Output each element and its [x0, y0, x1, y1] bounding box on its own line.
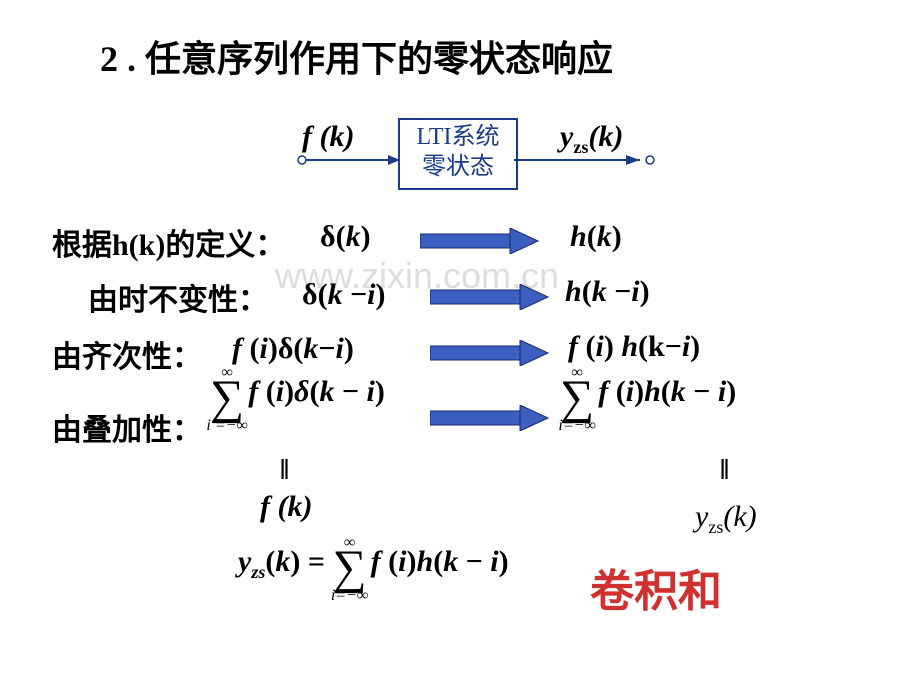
zs-sub: zs	[573, 137, 588, 157]
y-sym: y	[560, 120, 573, 153]
wire-in	[296, 148, 402, 172]
fk-bottom: f (k)	[260, 490, 312, 524]
row1-label: 根据h(k)的定义：	[52, 220, 285, 264]
row4-arrow	[430, 405, 550, 431]
row3-lhs: f (i)δ(k−i)	[232, 332, 354, 366]
output-signal: yzs(k)	[560, 120, 623, 158]
row2-rhs: h(k −i)	[565, 275, 650, 309]
eq-mark-right: ‖	[720, 455, 729, 487]
row3-arrow	[430, 340, 550, 366]
row4-label: 由叠加性：	[52, 405, 202, 449]
block-line2: 零状态	[400, 152, 516, 182]
row1-arrow	[420, 228, 540, 254]
final-eq: yzs(k) = ∞ ∑ i=−∞ f (i)h(k − i)	[238, 540, 509, 595]
title-text: 任意序列作用下的零状态响应	[145, 39, 613, 79]
convolution-label: 卷积和	[590, 555, 722, 619]
row2-arrow	[430, 284, 550, 310]
row1-rhs: h(k)	[570, 220, 622, 254]
slide-title: 2 . 任意序列作用下的零状态响应	[100, 30, 613, 82]
row3-label: 由齐次性：	[52, 332, 202, 376]
row4-lhs-sum: ∞ ∑ i =−∞ f (i)δ(k − i)	[210, 370, 385, 425]
eq-mark-left: ‖	[280, 455, 289, 487]
row2-label: 由时不变性：	[88, 275, 268, 319]
row3-rhs: f (i) h(k−i)	[568, 330, 700, 364]
row2-lhs: δ(k −i)	[302, 278, 386, 312]
row4-rhs-sum: ∞ ∑ i=−∞ f (i)h(k − i)	[560, 370, 736, 425]
block-line1: LTI系统	[400, 122, 516, 152]
row1-lhs: δ(k)	[320, 220, 371, 254]
title-num: 2 .	[100, 39, 136, 79]
lti-block: LTI系统 零状态	[398, 118, 518, 190]
yzs-bottom: yzs(k)	[695, 500, 757, 538]
arg-k: (k)	[588, 120, 623, 153]
